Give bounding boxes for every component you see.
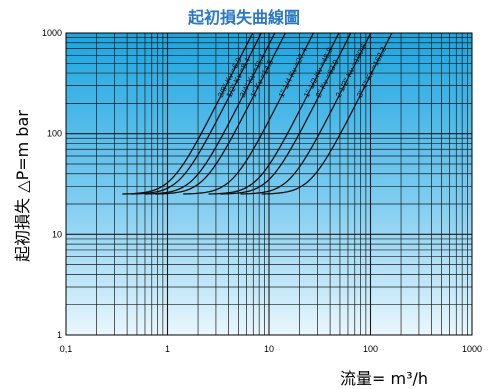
y-ticks: 1 10 100 1000 <box>42 28 62 340</box>
series-curve <box>144 33 276 195</box>
series-curve <box>130 33 262 195</box>
series-curve <box>122 33 254 195</box>
x-tick-label: 1 <box>165 344 170 354</box>
series-curve <box>183 33 315 195</box>
x-tick-label: 10 <box>264 344 274 354</box>
x-tick-label: 1000 <box>462 344 482 354</box>
chart-title: 起初損失曲線圖 <box>187 8 300 27</box>
x-tick-label: 0,1 <box>60 344 73 354</box>
x-axis-label: 流量= m³/h <box>340 369 428 388</box>
y-tick-label: 1000 <box>42 28 62 38</box>
series-curve <box>220 33 352 195</box>
series-curve <box>208 33 340 195</box>
y-tick-label: 10 <box>52 229 62 239</box>
plot-frame <box>65 32 473 336</box>
x-ticks: 0,1 1 10 100 1000 <box>60 344 482 354</box>
y-tick-label: 1 <box>57 330 62 340</box>
y-axis-label: 起初損失 △P=m bar <box>13 110 32 262</box>
series-curve <box>155 33 286 195</box>
curves <box>122 33 393 195</box>
series-curve <box>240 33 372 195</box>
grid <box>66 33 472 335</box>
series-curve <box>261 33 393 195</box>
x-tick-label: 100 <box>363 344 378 354</box>
y-tick-label: 100 <box>47 129 62 139</box>
